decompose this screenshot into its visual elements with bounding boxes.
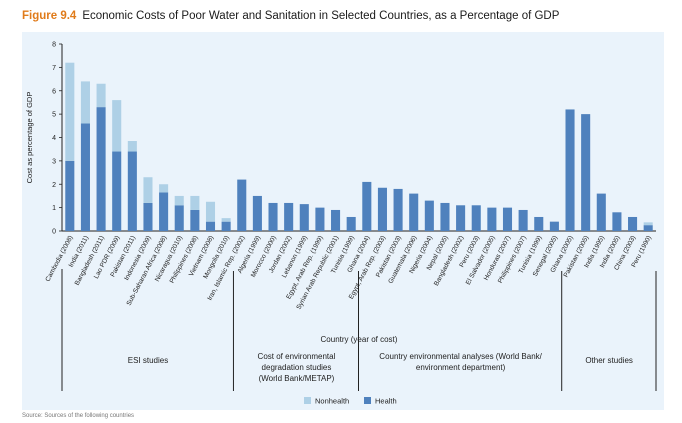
group-label: degradation studies xyxy=(262,363,332,372)
chart-panel: 0 1 2 3 4 5 6 7 8 Cost as percentage of GDP Cambod… xyxy=(22,32,664,410)
y-tick-label: 4 xyxy=(52,135,56,142)
bar-health xyxy=(424,200,434,231)
bar-health xyxy=(315,207,325,231)
y-axis-title: Cost as percentage of GDP xyxy=(25,92,34,184)
bar-health xyxy=(377,187,387,231)
bar-health xyxy=(331,209,341,231)
bar-health xyxy=(96,107,106,231)
y-tick-label: 1 xyxy=(52,205,56,212)
bar-health xyxy=(112,151,122,231)
bar-health xyxy=(596,193,606,231)
bar-health xyxy=(190,209,200,231)
figure-footnote: Source: Sources of the following countri… xyxy=(22,413,135,419)
bar-nonhealth xyxy=(221,218,231,222)
group-label: Country environmental analyses (World Ba… xyxy=(379,352,542,361)
bar-nonhealth xyxy=(159,184,169,193)
bar-health xyxy=(362,181,372,231)
group-label: Other studies xyxy=(585,356,633,365)
legend-label: Nonhealth xyxy=(315,397,349,406)
bar-health xyxy=(346,216,356,231)
bar-health xyxy=(612,212,622,231)
bar-health xyxy=(487,207,497,231)
group-label: Cost of environmental xyxy=(258,352,336,361)
y-tick-label: 7 xyxy=(52,65,56,72)
bar-health xyxy=(518,209,528,231)
bar-health xyxy=(565,109,575,231)
bar-health xyxy=(581,114,591,231)
group-label: (World Bank/METAP) xyxy=(259,374,335,383)
legend-swatch xyxy=(304,397,311,404)
figure-title: Economic Costs of Poor Water and Sanitat… xyxy=(82,10,560,22)
bar-nonhealth xyxy=(127,141,137,152)
bar-health xyxy=(471,205,481,231)
bar-nonhealth xyxy=(112,100,122,152)
bar-nonhealth xyxy=(143,177,153,203)
bar-health xyxy=(534,216,544,231)
y-tick-label: 5 xyxy=(52,112,56,119)
figure-header: Figure 9.4 Economic Costs of Poor Water a… xyxy=(22,10,559,22)
bar-nonhealth xyxy=(65,62,75,161)
bar-health xyxy=(80,123,90,231)
bar-health xyxy=(628,216,638,231)
bar-health xyxy=(409,193,419,231)
bar-health xyxy=(456,205,466,231)
bar-health xyxy=(284,202,294,231)
y-tick-label: 0 xyxy=(52,229,56,236)
y-tick-label: 3 xyxy=(52,158,56,165)
bar-health xyxy=(159,192,169,231)
group-label: ESI studies xyxy=(128,356,168,365)
bar-health xyxy=(143,202,153,231)
group-label: environment department) xyxy=(416,363,506,372)
bar-nonhealth xyxy=(190,195,200,210)
bar-health xyxy=(299,204,309,231)
y-tick-label: 8 xyxy=(52,42,56,49)
bar-nonhealth xyxy=(174,195,184,206)
x-axis-title: Country (year of cost) xyxy=(321,335,398,344)
bar-health xyxy=(549,221,559,231)
y-tick-label: 6 xyxy=(52,88,56,95)
chart-svg: 0 1 2 3 4 5 6 7 8 Cost as percentage of GDP Cambod… xyxy=(25,42,657,406)
figure-label: Figure 9.4 xyxy=(22,10,77,22)
legend-swatch xyxy=(364,397,371,404)
bar-nonhealth xyxy=(205,201,216,222)
bar-health xyxy=(268,202,278,231)
bar-health xyxy=(127,151,137,231)
bar-health xyxy=(205,221,216,231)
bar-health xyxy=(65,160,75,231)
bar-health xyxy=(252,195,262,231)
bar-health xyxy=(393,188,403,231)
y-tick-label: 2 xyxy=(52,182,56,189)
bar-nonhealth xyxy=(643,222,653,226)
bar-nonhealth xyxy=(80,81,90,124)
bar-health xyxy=(237,179,247,231)
bar-health xyxy=(502,207,513,231)
bar-nonhealth xyxy=(96,83,106,108)
bar-health xyxy=(643,225,653,231)
bar-health xyxy=(440,202,450,231)
bar-health xyxy=(174,205,184,231)
bar-health xyxy=(221,221,231,231)
category-label: Cambodia (2008) xyxy=(44,235,74,283)
legend-label: Health xyxy=(375,397,397,406)
